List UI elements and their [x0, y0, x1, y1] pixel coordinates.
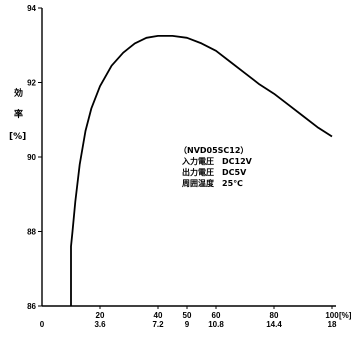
x-tick-label-current: 18 — [328, 320, 337, 329]
x-tick-label-current: 3.6 — [94, 320, 106, 329]
x-tick-label-current: 7.2 — [152, 320, 164, 329]
x-tick-label-origin: 0 — [40, 320, 45, 329]
efficiency-curve — [70, 35, 333, 306]
y-tick-label: 90 — [27, 153, 36, 162]
y-tick-label: 92 — [27, 79, 36, 88]
y-axis-label-1: 効 — [14, 87, 23, 99]
x-tick-label-load: 50 — [183, 311, 192, 320]
annotation-model: （NVD05SC12） — [179, 145, 248, 155]
y-axis-ticks: 86 88 90 92 94 — [27, 4, 42, 311]
annotation-ambient-temp: 周囲温度 25℃ — [182, 178, 243, 188]
y-axis-label-2: 率 — [14, 108, 23, 120]
annotation-input-voltage: 入力電圧 DC12V — [181, 156, 253, 166]
x-tick-label-load: 60 — [212, 311, 221, 320]
x-tick-label-load: 20 — [96, 311, 105, 320]
x-axis-unit: [%] — [339, 311, 352, 320]
y-tick-label: 86 — [27, 302, 36, 311]
x-tick-label-current: 10.8 — [208, 320, 224, 329]
annotation-output-voltage: 出力電圧 DC5V — [182, 167, 247, 177]
x-tick-label-load: 80 — [270, 311, 279, 320]
x-tick-label-current: 9 — [185, 320, 190, 329]
series-layer — [70, 35, 333, 306]
y-axis-label-unit: [%] — [9, 132, 26, 142]
x-tick-label-current: 14.4 — [266, 320, 282, 329]
y-tick-label: 88 — [27, 228, 36, 237]
x-tick-label-load: 40 — [154, 311, 163, 320]
y-tick-label: 94 — [27, 4, 36, 13]
x-tick-label-load: 100 — [325, 311, 339, 320]
